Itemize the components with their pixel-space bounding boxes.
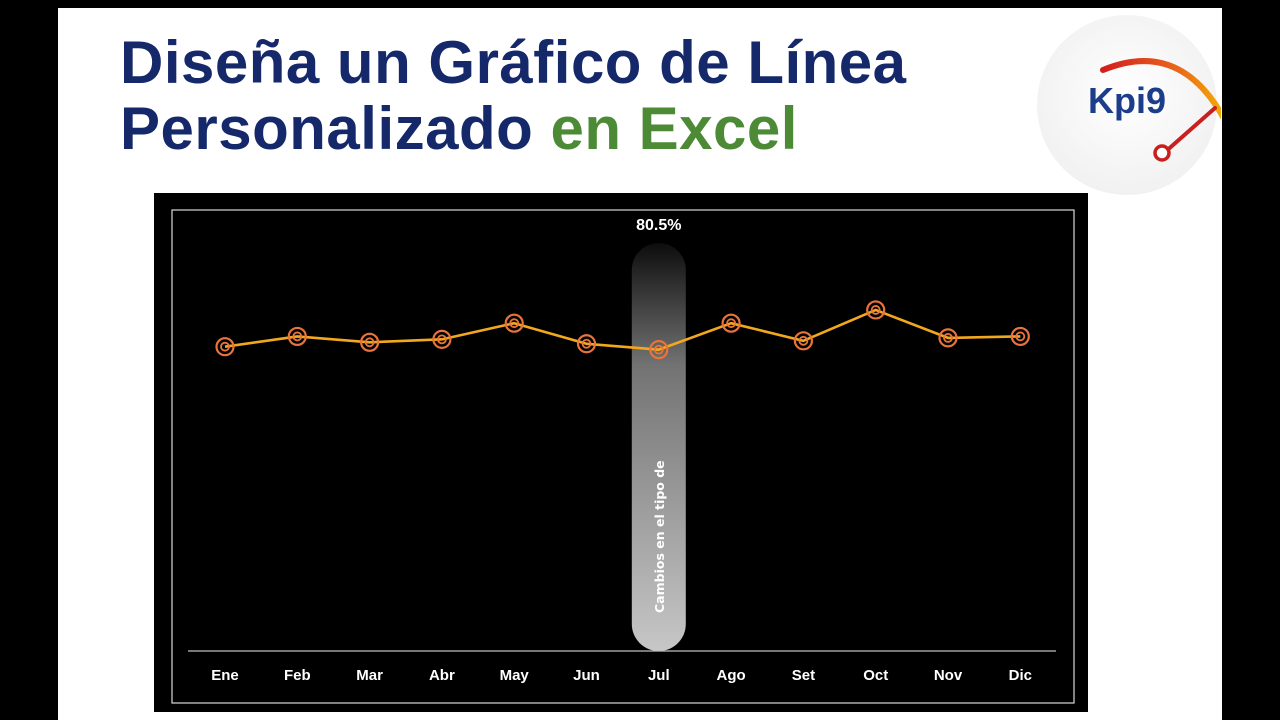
x-tick-label-may: May xyxy=(500,667,530,684)
chart-panel: Cambios en el tipo de Ene Feb Mar Abr May Jun… xyxy=(154,193,1088,712)
x-tick-label-set: Set xyxy=(792,667,815,684)
x-tick-label-abr: Abr xyxy=(429,667,455,684)
line-chart: Cambios en el tipo de Ene Feb Mar Abr May Jun… xyxy=(171,209,1075,704)
data-point-jun xyxy=(576,334,597,354)
title-line-1: Diseña un Gráfico de Línea xyxy=(120,29,907,96)
page-title: Diseña un Gráfico de Línea Personalizado… xyxy=(120,30,907,162)
x-tick-label-dic: Dic xyxy=(1009,667,1032,684)
logo-background xyxy=(1037,15,1217,195)
x-tick-label-mar: Mar xyxy=(356,667,383,684)
plot-frame xyxy=(171,209,1075,704)
data-point-feb xyxy=(287,326,307,347)
x-tick-label-feb: Feb xyxy=(284,667,311,684)
highlight-bar-text: Cambios en el tipo de xyxy=(652,460,667,613)
gauge-needle-icon xyxy=(1153,106,1217,162)
title-line-2: Personalizado en Excel xyxy=(120,96,907,162)
x-tick-label-oct: Oct xyxy=(863,667,888,684)
data-point-jul xyxy=(649,340,669,360)
x-tick-label-ene: Ene xyxy=(211,667,239,684)
data-point-abr xyxy=(432,329,452,349)
data-point-dic xyxy=(1010,326,1030,347)
x-tick-label-jun: Jun xyxy=(573,667,600,684)
x-tick-label-nov: Nov xyxy=(934,667,963,684)
logo-arc xyxy=(1100,58,1221,120)
highlight-value-label: 80.5% xyxy=(636,217,681,234)
data-point-ene xyxy=(215,337,235,357)
kpi9-logo: Kpi9 xyxy=(1037,15,1221,195)
logo-text: Kpi9 xyxy=(1088,80,1166,121)
x-tick-label-jul: Jul xyxy=(648,667,670,684)
series-line xyxy=(224,308,1021,351)
x-tick-label-ago: Ago xyxy=(717,667,746,684)
title-line-2-main: Personalizado xyxy=(120,95,534,162)
data-point-set xyxy=(793,331,814,351)
data-point-ago xyxy=(721,313,741,333)
data-point-mar xyxy=(360,332,380,352)
data-point-nov xyxy=(938,328,958,348)
title-line-2-accent: en Excel xyxy=(550,95,798,162)
data-point-oct xyxy=(866,300,886,320)
data-point-may xyxy=(504,313,524,333)
